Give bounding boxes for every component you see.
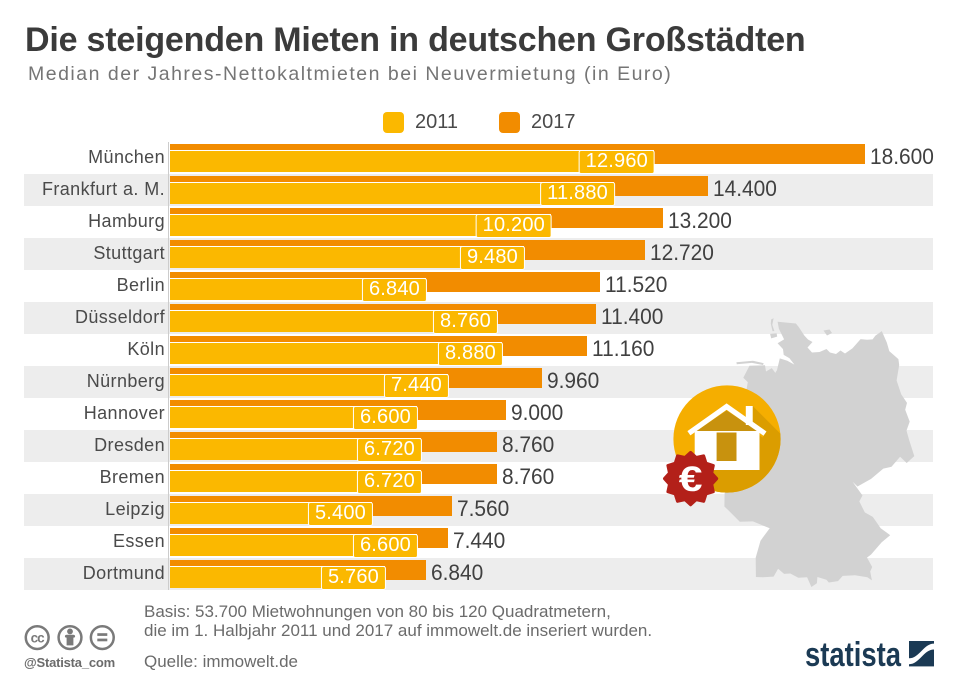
svg-text:cc: cc [31,630,46,645]
svg-text:€: € [679,461,703,500]
svg-text:statista: statista [805,636,902,674]
